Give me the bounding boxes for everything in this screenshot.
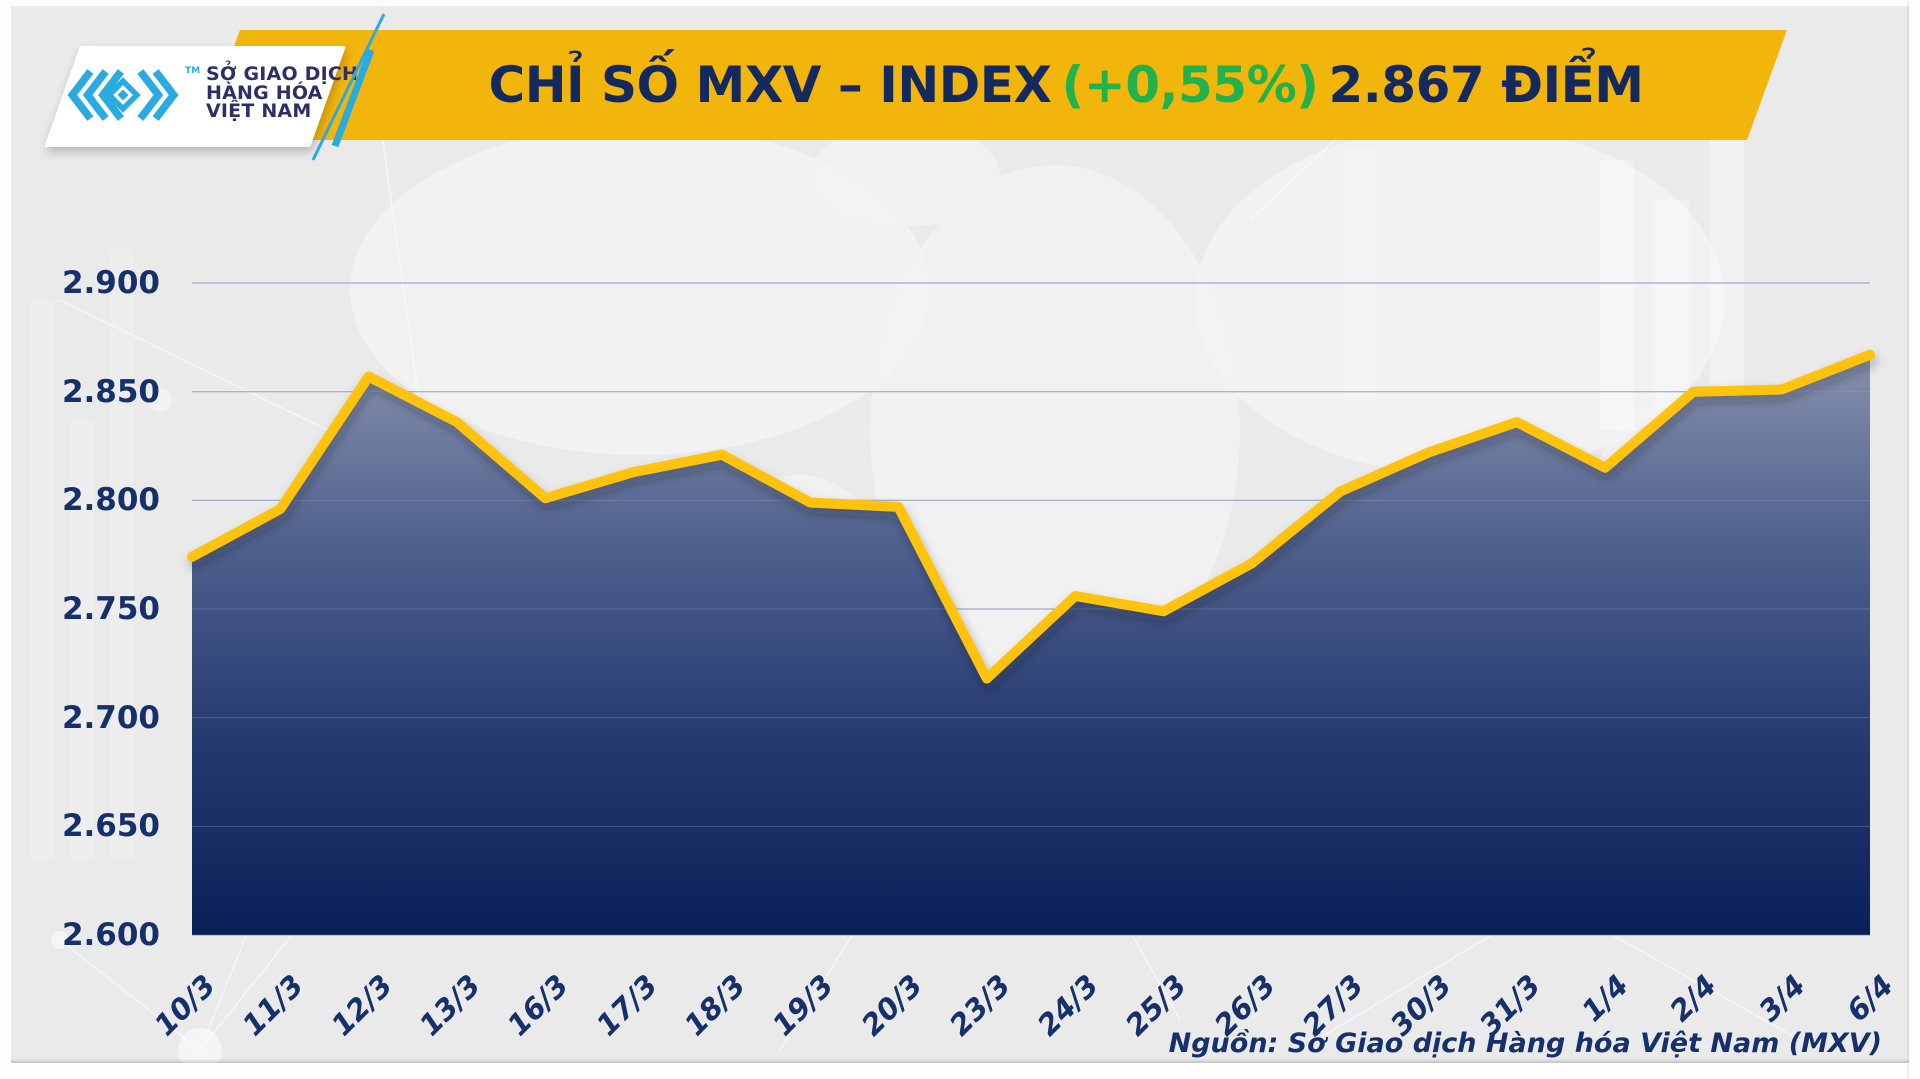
logo: TM SỞ GIAO DỊCH HÀNG HÓA VIỆT NAM bbox=[11, 6, 420, 160]
logo-org-name: SỞ GIAO DỊCH HÀNG HÓA VIỆT NAM bbox=[206, 65, 358, 121]
chart-title: CHỈ SỐ MXV – INDEX (+0,55%) 2.867 ĐIỂM bbox=[345, 30, 1787, 140]
chart-area-fill bbox=[192, 354, 1870, 935]
mxv-logo-icon bbox=[67, 69, 179, 121]
title-change-badge: (+0,55%) bbox=[1061, 56, 1319, 114]
frame-top bbox=[0, 0, 1920, 6]
index-area-chart bbox=[187, 282, 1875, 936]
chart-line bbox=[187, 349, 1875, 684]
diagonal-accent-thin-icon bbox=[311, 13, 386, 161]
trademark-symbol: TM bbox=[185, 66, 201, 76]
logo-org-line3: VIỆT NAM bbox=[206, 100, 312, 122]
header: CHỈ SỐ MXV – INDEX (+0,55%) 2.867 ĐIỂM bbox=[11, 6, 1909, 1063]
logo-org-line1: SỞ GIAO DỊCH bbox=[206, 63, 359, 85]
title-value: 2.867 ĐIỂM bbox=[1328, 56, 1644, 114]
logo-org-line2: HÀNG HÓA bbox=[206, 81, 323, 104]
frame-bottom bbox=[0, 1063, 1920, 1079]
slide-background: 2.900 2.850 2.800 2.750 2.700 2.650 2.600 10/3… bbox=[11, 6, 1909, 1063]
title-main: CHỈ SỐ MXV – INDEX bbox=[488, 56, 1052, 114]
gridlines-overlay bbox=[192, 282, 1870, 936]
diagonal-accent-thick-icon bbox=[331, 48, 375, 148]
cyan-accent-lines bbox=[311, 13, 386, 161]
frame-left bbox=[0, 0, 11, 1079]
frame-right bbox=[1909, 0, 1920, 1079]
